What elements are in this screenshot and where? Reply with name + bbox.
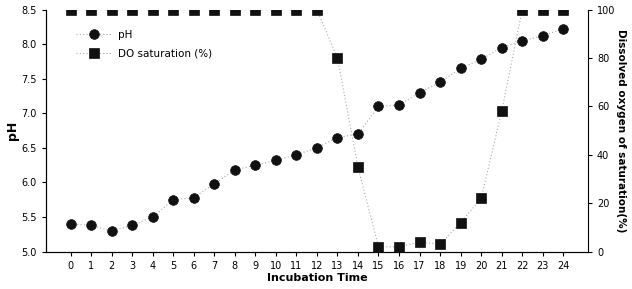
pH xyxy=(210,182,218,186)
pH xyxy=(477,58,485,61)
DO saturation (%) xyxy=(354,165,362,169)
pH xyxy=(375,105,382,108)
DO saturation (%) xyxy=(210,8,218,11)
DO saturation (%) xyxy=(272,8,279,11)
DO saturation (%) xyxy=(87,8,95,11)
DO saturation (%) xyxy=(190,8,197,11)
pH xyxy=(169,198,177,201)
pH xyxy=(128,224,136,227)
DO saturation (%) xyxy=(518,8,526,11)
DO saturation (%) xyxy=(395,245,403,249)
Line: DO saturation (%): DO saturation (%) xyxy=(66,5,568,252)
pH xyxy=(395,103,403,107)
pH xyxy=(67,222,75,226)
pH xyxy=(293,153,300,157)
DO saturation (%) xyxy=(169,8,177,11)
pH xyxy=(231,168,238,172)
pH xyxy=(108,229,116,233)
pH xyxy=(190,196,197,199)
pH xyxy=(87,224,95,227)
pH xyxy=(416,91,423,94)
DO saturation (%) xyxy=(231,8,238,11)
DO saturation (%) xyxy=(334,56,341,60)
DO saturation (%) xyxy=(457,221,465,224)
pH xyxy=(252,164,259,167)
DO saturation (%) xyxy=(149,8,157,11)
pH xyxy=(334,136,341,139)
DO saturation (%) xyxy=(313,8,320,11)
pH xyxy=(559,27,567,31)
DO saturation (%) xyxy=(375,245,382,249)
Line: pH: pH xyxy=(66,24,568,236)
pH xyxy=(354,132,362,136)
DO saturation (%) xyxy=(293,8,300,11)
DO saturation (%) xyxy=(559,8,567,11)
Y-axis label: Dissolved oxygen of saturation(%): Dissolved oxygen of saturation(%) xyxy=(616,29,626,232)
DO saturation (%) xyxy=(416,240,423,244)
DO saturation (%) xyxy=(252,8,259,11)
pH xyxy=(498,46,506,49)
DO saturation (%) xyxy=(67,8,75,11)
pH xyxy=(149,215,157,219)
pH xyxy=(272,159,279,162)
Legend: pH, DO saturation (%): pH, DO saturation (%) xyxy=(73,27,215,62)
DO saturation (%) xyxy=(108,8,116,11)
pH xyxy=(457,66,465,70)
DO saturation (%) xyxy=(539,8,547,11)
pH xyxy=(436,80,444,84)
pH xyxy=(539,34,547,38)
DO saturation (%) xyxy=(128,8,136,11)
DO saturation (%) xyxy=(498,110,506,113)
Y-axis label: pH: pH xyxy=(6,121,18,140)
pH xyxy=(518,39,526,42)
X-axis label: Incubation Time: Incubation Time xyxy=(267,273,367,284)
DO saturation (%) xyxy=(477,197,485,200)
DO saturation (%) xyxy=(436,243,444,246)
pH xyxy=(313,146,320,150)
